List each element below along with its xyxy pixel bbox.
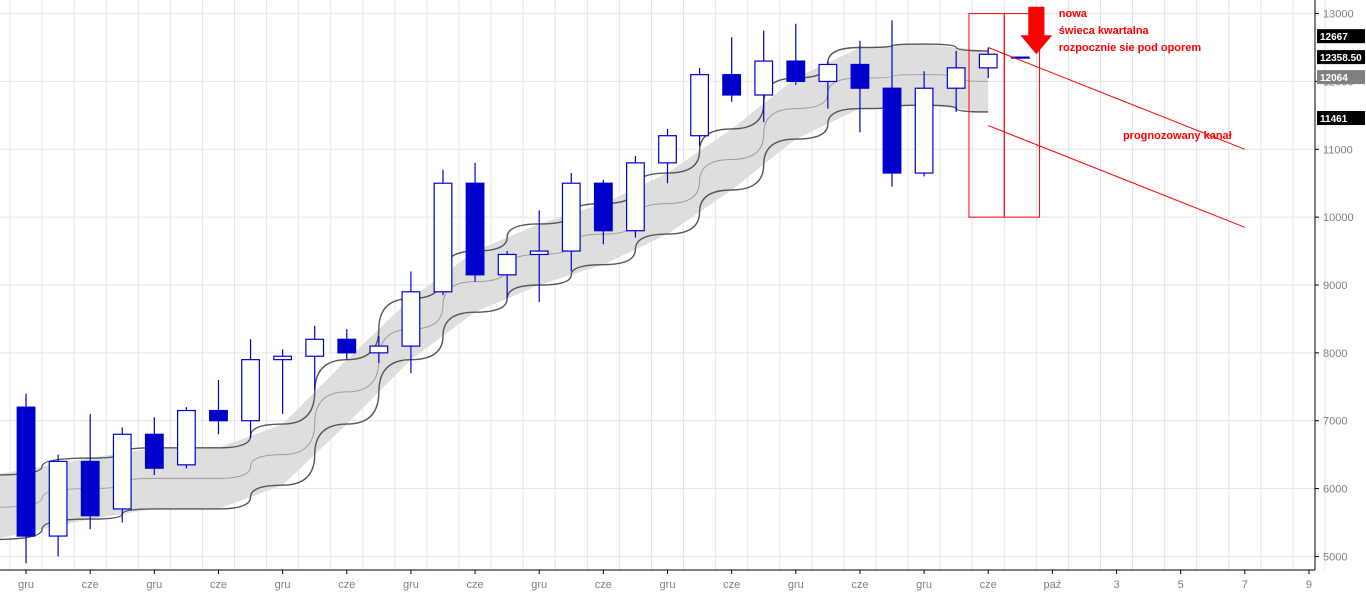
candle-body [595, 183, 613, 231]
x-tick-label: cze [980, 579, 997, 591]
candle-body [146, 434, 164, 468]
candle-body [370, 346, 388, 353]
candle-body [242, 360, 260, 421]
x-tick-label: cze [851, 579, 868, 591]
candle-body [883, 88, 901, 173]
x-tick-label: gru [531, 579, 547, 591]
annotation-text: nowa [1059, 8, 1088, 20]
candle-body [723, 75, 741, 95]
candle-body [562, 183, 580, 251]
x-tick-label: cze [210, 579, 227, 591]
y-tick-label: 6000 [1323, 484, 1347, 496]
candle-body [49, 461, 67, 536]
x-tick-label: gru [18, 579, 34, 591]
candle-body [851, 64, 869, 88]
candle-body [755, 61, 773, 95]
x-tick-label: 7 [1242, 579, 1248, 591]
x-tick-label: gru [660, 579, 676, 591]
candle-body [466, 183, 484, 275]
candle-body [819, 64, 837, 81]
annotation-text: rozpocznie sie pod oporem [1059, 42, 1202, 54]
price-tag-label: 11461 [1320, 114, 1348, 125]
x-tick-label: gru [146, 579, 162, 591]
price-tag-label: 12667 [1320, 32, 1348, 43]
candle-body [691, 75, 709, 136]
y-tick-label: 11000 [1323, 144, 1353, 156]
candle-body [434, 183, 452, 292]
candle-body [338, 339, 356, 353]
x-tick-label: cze [723, 579, 740, 591]
y-tick-label: 10000 [1323, 212, 1354, 224]
candle-body [787, 61, 805, 81]
annotation-text: prognozowany kanał [1123, 130, 1232, 142]
x-tick-label: gru [275, 579, 291, 591]
price-tag-label: 12358.50 [1320, 53, 1362, 64]
x-tick-label: cze [595, 579, 612, 591]
candle-body [530, 251, 548, 254]
x-tick-label: cze [82, 579, 99, 591]
candle-body [113, 434, 131, 509]
candle-body [947, 68, 965, 88]
candle-body [81, 461, 99, 515]
y-tick-label: 8000 [1323, 348, 1347, 360]
x-tick-label: gru [916, 579, 932, 591]
x-tick-label: 3 [1113, 579, 1119, 591]
candlestick-chart: nowa świeca kwartalna rozpocznie sie pod o… [0, 0, 1366, 605]
x-tick-label: 9 [1306, 579, 1312, 591]
x-tick-label: cze [338, 579, 355, 591]
candle-body [210, 411, 228, 421]
x-tick-label: gru [788, 579, 804, 591]
candle-body [979, 54, 997, 68]
y-tick-label: 7000 [1323, 416, 1347, 428]
price-tag-label: 12064 [1320, 73, 1348, 84]
candle-body [915, 88, 933, 173]
y-tick-label: 5000 [1323, 551, 1347, 563]
y-tick-label: 13000 [1323, 9, 1354, 21]
candle-body [274, 356, 292, 359]
candle-body [17, 407, 35, 536]
x-tick-label: cze [466, 579, 483, 591]
x-tick-label: paź [1044, 579, 1062, 591]
candle-body [498, 254, 516, 274]
candle-body [178, 411, 196, 465]
candle-body [306, 339, 324, 356]
annotation-text: świeca kwartalna [1059, 25, 1150, 37]
y-tick-label: 9000 [1323, 280, 1347, 292]
x-tick-label: 5 [1178, 579, 1184, 591]
candle-body [627, 163, 645, 231]
candle-body [402, 292, 420, 346]
x-tick-label: gru [403, 579, 419, 591]
candle-body [659, 136, 677, 163]
